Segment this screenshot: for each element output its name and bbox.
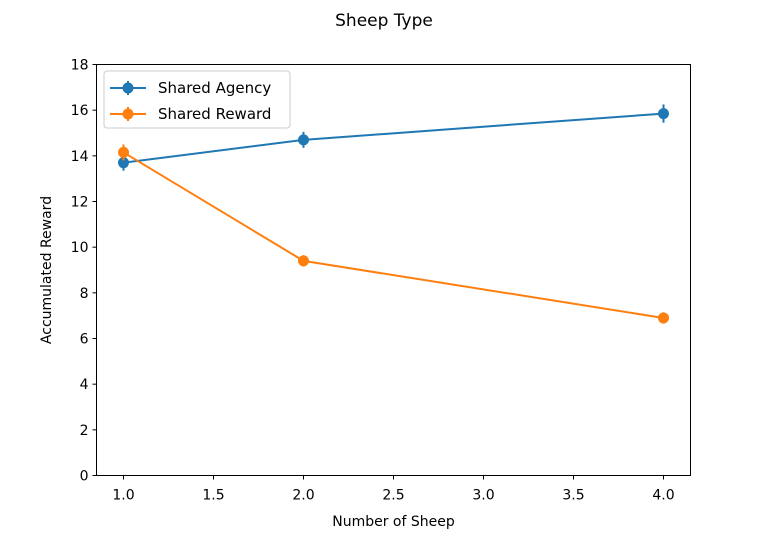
y-tick-label: 18 <box>71 58 89 74</box>
y-axis-title: Accumulated Reward <box>39 196 55 344</box>
legend-item-shared-agency: Shared Agency <box>110 79 271 97</box>
data-point <box>298 134 309 146</box>
series-layer <box>118 104 669 324</box>
y-tick-label: 4 <box>80 377 89 393</box>
x-tick-label: 2.0 <box>292 488 314 504</box>
legend-frame <box>103 70 291 129</box>
y-axis: 0 2 4 6 8 10 12 14 16 18 <box>71 58 97 485</box>
y-tick-label: 8 <box>80 286 89 302</box>
y-tick-label: 10 <box>71 240 89 256</box>
series-shared-agency <box>118 104 669 171</box>
legend: Shared Agency Shared Reward <box>103 70 291 129</box>
x-axis: 1.0 1.5 2.0 2.5 3.0 3.5 4.0 <box>112 475 675 504</box>
y-tick-label: 2 <box>80 423 89 439</box>
x-tick-label: 4.0 <box>652 488 674 504</box>
legend-marker <box>122 108 134 120</box>
x-tick-label: 3.5 <box>562 488 584 504</box>
series-line-shared-reward <box>122 151 664 319</box>
data-point <box>118 146 129 158</box>
data-point <box>658 312 669 324</box>
x-axis-title: Number of Sheep <box>332 514 455 530</box>
legend-item-shared-reward: Shared Reward <box>110 105 271 123</box>
x-tick-label: 1.5 <box>202 488 224 504</box>
y-tick-label: 16 <box>71 103 89 119</box>
y-tick-label: 6 <box>80 332 89 348</box>
legend-label: Shared Reward <box>158 105 271 123</box>
legend-label: Shared Agency <box>158 79 271 97</box>
x-tick-label: 1.0 <box>112 488 134 504</box>
y-tick-label: 12 <box>71 195 89 211</box>
x-tick-label: 3.0 <box>472 488 494 504</box>
x-tick-label: 2.5 <box>382 488 404 504</box>
data-point <box>118 157 129 169</box>
chart-title: Sheep Type <box>335 11 433 31</box>
y-tick-label: 14 <box>71 149 89 165</box>
data-point <box>658 108 669 120</box>
y-tick-label: 0 <box>80 469 89 485</box>
data-point <box>298 255 309 267</box>
series-shared-reward <box>118 144 669 324</box>
legend-marker <box>122 82 134 94</box>
